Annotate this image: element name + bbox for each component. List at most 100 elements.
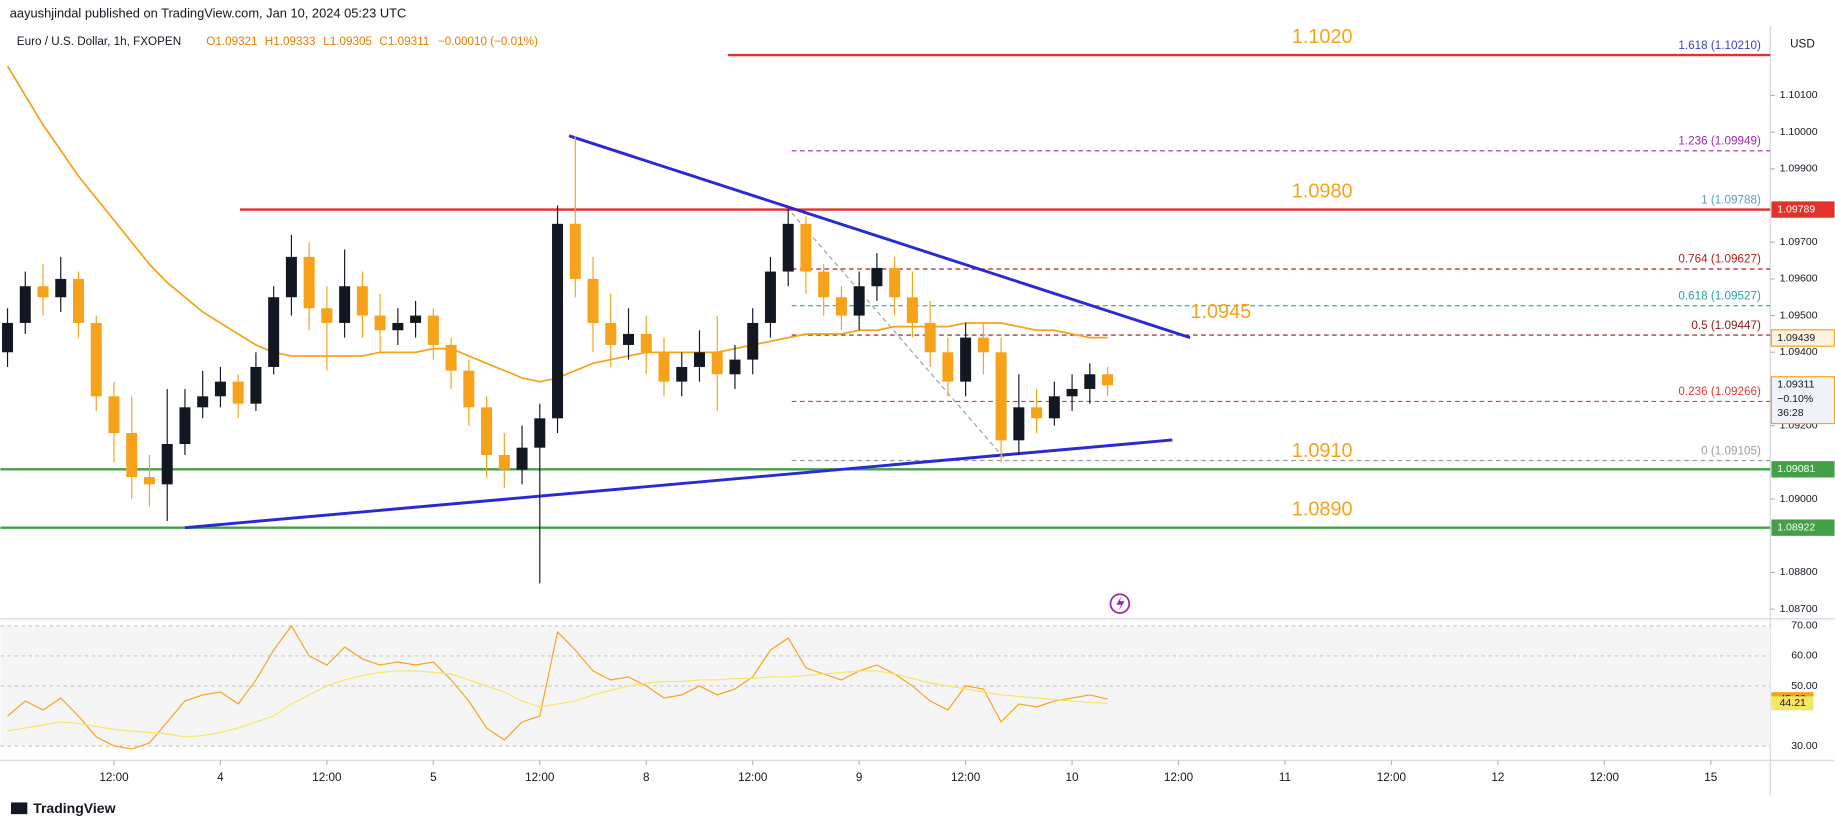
- price-badge: [1771, 519, 1835, 536]
- x-tick-label: 10: [1066, 771, 1080, 784]
- candle-body: [427, 315, 439, 345]
- candle-body: [605, 322, 617, 345]
- candle-body: [1084, 374, 1096, 389]
- level-note: 1.0910: [1292, 440, 1353, 462]
- price-badge-label: 1.09789: [1777, 203, 1815, 215]
- level-note: 1.0980: [1292, 180, 1353, 202]
- candle-body: [853, 286, 865, 316]
- candle-body: [640, 333, 652, 353]
- ma-badge-label: 1.09439: [1777, 332, 1815, 344]
- y-tick-label: 50.00: [1791, 680, 1817, 692]
- candle-body: [250, 366, 262, 404]
- publisher-line: aayushjindal published on TradingView.co…: [10, 5, 407, 20]
- rsi-line: [7, 670, 1108, 738]
- candle-body: [90, 322, 102, 397]
- candle-body: [392, 322, 404, 331]
- x-tick-label: 5: [430, 771, 437, 784]
- candle-body: [55, 278, 67, 298]
- trendline: [791, 212, 1006, 460]
- candle-body: [658, 352, 670, 382]
- price-badge: [1771, 461, 1835, 478]
- countdown: 36:28: [1777, 407, 1803, 419]
- fib-label: 0.618 (1.09527): [1678, 289, 1761, 302]
- candle-body: [871, 267, 883, 287]
- currency: USD: [1790, 38, 1815, 51]
- y-tick-label: 1.09000: [1780, 493, 1818, 505]
- rsi-line: [7, 624, 1108, 750]
- x-tick-label: 12:00: [951, 771, 981, 784]
- candle-body: [889, 267, 901, 298]
- logo-mark: [10, 802, 28, 815]
- candle-body: [72, 278, 84, 323]
- candle-body: [232, 381, 244, 404]
- candle-body: [764, 271, 776, 323]
- logo-text: TradingView: [33, 800, 115, 816]
- candle-body: [552, 223, 564, 419]
- last-price-badge: [1770, 376, 1835, 425]
- x-tick-label: 12:00: [525, 771, 555, 784]
- y-tick-label: 1.09500: [1780, 309, 1818, 321]
- fib-label: 0.764 (1.09627): [1678, 253, 1761, 266]
- candle-body: [303, 256, 315, 309]
- ohlc-low: L1.09305: [323, 35, 372, 48]
- x-tick-label: 12:00: [738, 771, 768, 784]
- y-tick-label: 1.10000: [1780, 126, 1818, 138]
- candle-body: [143, 477, 155, 485]
- candle-body: [569, 223, 581, 279]
- y-tick-label: 1.09400: [1780, 346, 1818, 358]
- y-tick-label: 1.09200: [1780, 419, 1818, 431]
- candle-body: [782, 223, 794, 272]
- candle-body: [906, 297, 918, 323]
- y-tick-label: 30.00: [1791, 740, 1817, 752]
- ohlc-high: H1.09333: [265, 35, 316, 48]
- candle-body: [835, 297, 847, 316]
- candle-body: [374, 315, 386, 331]
- fib-label: 0.5 (1.09447): [1691, 319, 1761, 332]
- candle-body: [1066, 388, 1078, 397]
- fib-label: 0.236 (1.09266): [1678, 385, 1761, 398]
- candle-body: [19, 286, 31, 323]
- trendline: [184, 438, 1173, 530]
- candle-body: [214, 381, 226, 397]
- candle-body: [534, 418, 546, 448]
- candle-body: [977, 337, 989, 353]
- candle-body: [711, 352, 723, 375]
- y-tick-label: 60.00: [1791, 650, 1817, 662]
- x-tick-label: 12:00: [1164, 771, 1194, 784]
- price-badge-label: 1.09081: [1777, 463, 1815, 475]
- event-bolt: [1116, 596, 1125, 611]
- candle-body: [268, 297, 280, 367]
- candle-body: [339, 286, 351, 323]
- ohlc-change: −0.00010 (−0.01%): [438, 35, 538, 48]
- candle-body: [587, 278, 599, 323]
- ohlc-open: O1.09321: [206, 35, 257, 48]
- rsi-badge: [1771, 696, 1814, 711]
- fib-label: 1.618 (1.10210): [1678, 39, 1761, 52]
- candle-body: [179, 407, 191, 445]
- y-tick-label: 70.00: [1791, 620, 1817, 632]
- last-change: −0.10%: [1777, 393, 1813, 405]
- candle-body: [800, 223, 812, 272]
- candle-body: [747, 322, 759, 360]
- x-tick-label: 12:00: [1377, 771, 1407, 784]
- candle-body: [197, 396, 209, 408]
- last-price: 1.09311: [1777, 379, 1814, 391]
- level-note: 1.1020: [1292, 26, 1353, 48]
- candle-body: [463, 370, 475, 408]
- candle-body: [285, 256, 297, 298]
- y-tick-label: 1.09900: [1780, 163, 1818, 175]
- symbol: Euro / U.S. Dollar, 1h, FXOPEN: [17, 35, 181, 48]
- x-tick-label: 12:00: [99, 771, 129, 784]
- candle-body: [1013, 407, 1025, 441]
- candle-body: [108, 396, 120, 433]
- x-tick-label: 12:00: [1590, 771, 1620, 784]
- candle-body: [481, 407, 493, 456]
- event-icon[interactable]: [1109, 593, 1131, 614]
- fib-label: 0 (1.09105): [1701, 444, 1761, 457]
- y-tick-label: 1.09700: [1780, 236, 1818, 248]
- x-tick-label: 12: [1491, 771, 1504, 784]
- price-badge-label: 1.08922: [1777, 521, 1815, 533]
- candle-body: [729, 359, 741, 375]
- candle-body: [1031, 407, 1043, 419]
